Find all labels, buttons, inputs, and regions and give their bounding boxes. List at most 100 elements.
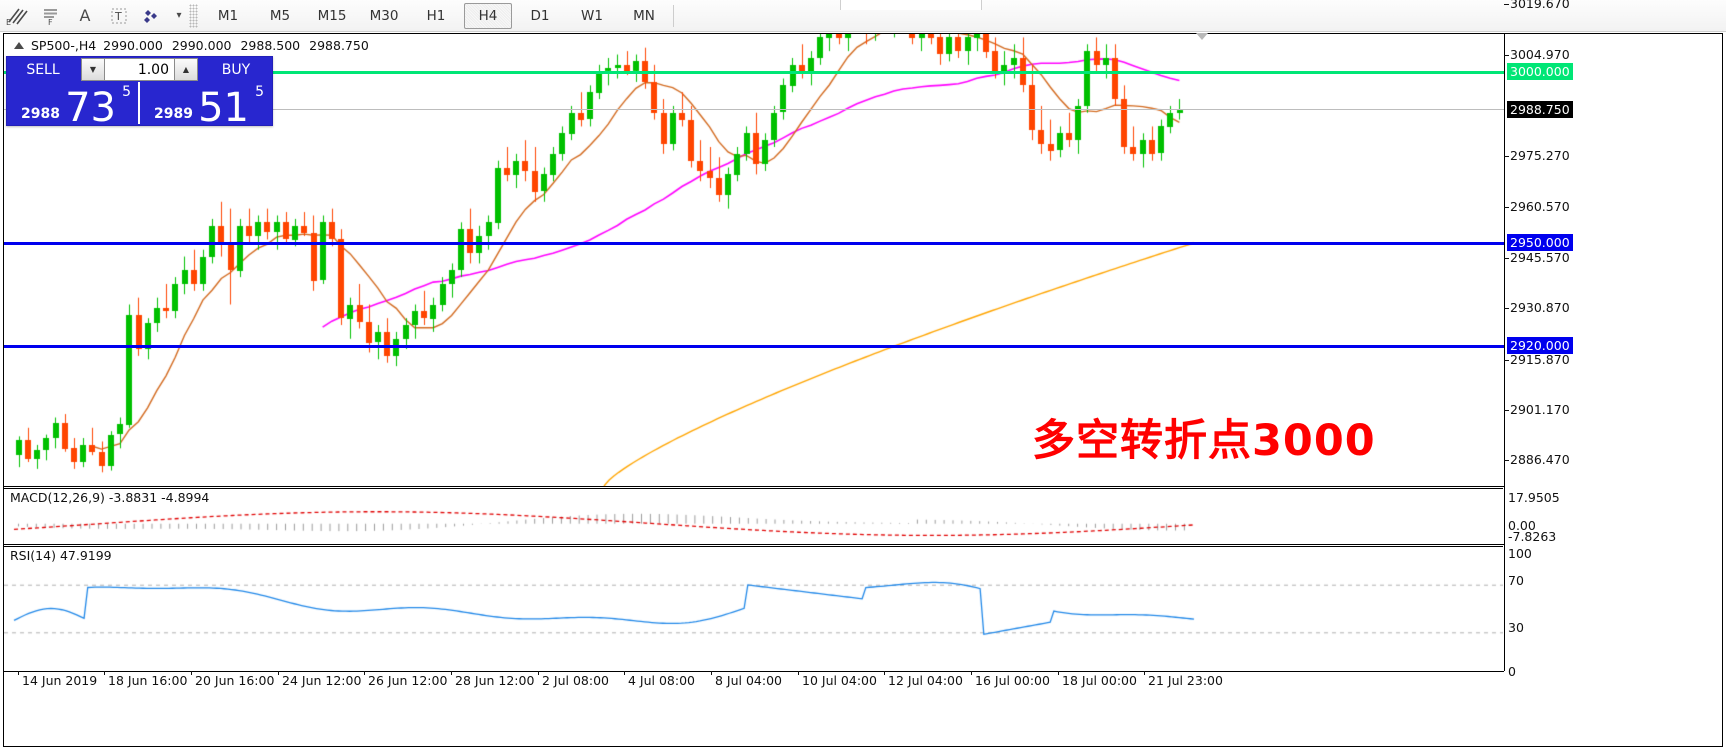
price-tick-label: 2945.570 xyxy=(1510,250,1570,266)
text-label-icon[interactable]: A xyxy=(79,6,91,25)
indicator-scale-label: 100 xyxy=(1508,546,1532,561)
price-axis-line xyxy=(1504,34,1505,671)
rsi-pane[interactable] xyxy=(4,546,1503,672)
sell-price-fraction: 5 xyxy=(122,84,131,100)
buy-button[interactable]: BUY xyxy=(221,61,251,78)
toolbar-divider xyxy=(673,4,674,27)
volume-input[interactable]: 1.00 xyxy=(105,58,174,81)
objects-icon[interactable] xyxy=(136,1,170,30)
one-click-trading-panel[interactable]: SELL ▼ 1.00 ▲ BUY 2988 73 5 2989 51 5 xyxy=(6,56,273,128)
time-tick xyxy=(451,671,452,675)
indicator-scale-label: 70 xyxy=(1508,573,1524,588)
level-line[interactable] xyxy=(4,344,1504,348)
svg-text:T: T xyxy=(114,10,122,23)
time-tick xyxy=(18,671,19,675)
timeframe-m1[interactable]: M1 xyxy=(217,7,239,24)
time-tick-label: 24 Jun 12:00 xyxy=(282,673,362,688)
price-tick-label: 2975.270 xyxy=(1510,148,1570,164)
time-tick xyxy=(711,671,712,675)
time-tick-label: 14 Jun 2019 xyxy=(22,673,98,688)
level-price-label[interactable]: 2920.000 xyxy=(1507,336,1573,354)
time-tick-label: 12 Jul 04:00 xyxy=(888,673,963,688)
price-tick xyxy=(1504,206,1509,208)
timeframe-m30[interactable]: M30 xyxy=(369,7,399,24)
price-tick-label: 2886.470 xyxy=(1510,452,1570,468)
price-tick xyxy=(1504,460,1509,462)
time-tick xyxy=(1144,671,1145,675)
sell-price-block[interactable]: 2988 73 5 xyxy=(7,82,138,128)
timeframe-w1[interactable]: W1 xyxy=(581,7,603,24)
oct-price-row: 2988 73 5 2989 51 5 xyxy=(7,82,272,128)
time-tick-label: 16 Jul 00:00 xyxy=(975,673,1050,688)
time-axis-line xyxy=(4,671,1504,672)
timeframe-m15[interactable]: M15 xyxy=(317,7,347,24)
text-box-icon[interactable]: T xyxy=(102,1,136,30)
price-tick xyxy=(1504,258,1509,260)
macd-label: MACD(12,26,9) -3.8831 -4.8994 xyxy=(10,490,210,505)
price-tick-label: 3004.970 xyxy=(1510,46,1570,62)
price-tick-label: 2960.570 xyxy=(1510,198,1570,214)
rsi-label: RSI(14) 47.9199 xyxy=(10,548,112,563)
level-line[interactable] xyxy=(4,109,1504,111)
time-tick xyxy=(884,671,885,675)
timeframe-h4[interactable]: H4 xyxy=(464,2,512,29)
timeframe-h1[interactable]: H1 xyxy=(426,7,446,24)
indicator-scale-label: -7.8263 xyxy=(1508,529,1557,544)
time-tick-label: 26 Jun 12:00 xyxy=(368,673,448,688)
level-line[interactable] xyxy=(4,70,1504,74)
price-tick xyxy=(1504,359,1509,361)
sell-button[interactable]: SELL xyxy=(26,61,60,78)
window-tab-strip xyxy=(840,0,982,10)
svg-text:E: E xyxy=(6,18,11,26)
candles-expert-icon[interactable]: E xyxy=(0,1,34,30)
time-tick-label: 20 Jun 16:00 xyxy=(195,673,275,688)
time-tick-label: 2 Jul 08:00 xyxy=(542,673,610,688)
level-price-label[interactable]: 2988.750 xyxy=(1507,101,1573,119)
price-tick xyxy=(1504,410,1509,412)
pane-divider-macd xyxy=(4,486,1504,487)
macd-canvas xyxy=(4,489,1503,545)
pane-divider-rsi xyxy=(4,544,1504,545)
price-tick-label: 2915.870 xyxy=(1510,351,1570,367)
timeframe-d1[interactable]: D1 xyxy=(530,7,550,24)
time-tick-label: 18 Jul 00:00 xyxy=(1062,673,1137,688)
buy-price-fraction: 5 xyxy=(255,84,264,100)
price-tick xyxy=(1504,4,1509,6)
toolbar-grip[interactable] xyxy=(189,3,198,28)
timeframe-mn[interactable]: MN xyxy=(633,7,655,24)
oct-top-row: SELL ▼ 1.00 ▲ BUY xyxy=(7,57,272,82)
time-tick xyxy=(104,671,105,675)
indicator-scale-label: 17.9505 xyxy=(1508,490,1560,505)
volume-increase-button[interactable]: ▲ xyxy=(174,58,198,81)
indicator-scale-label: 0 xyxy=(1508,664,1516,679)
time-tick-label: 4 Jul 08:00 xyxy=(628,673,696,688)
sell-price-prefix: 2988 xyxy=(21,106,60,122)
buy-price-big: 51 xyxy=(198,85,249,131)
indicator-scale-label: 30 xyxy=(1508,620,1524,635)
time-tick-label: 28 Jun 12:00 xyxy=(455,673,535,688)
price-tick-label: 2930.870 xyxy=(1510,300,1570,316)
volume-decrease-button[interactable]: ▼ xyxy=(81,58,105,81)
time-tick xyxy=(191,671,192,675)
level-price-label[interactable]: 2950.000 xyxy=(1507,233,1573,251)
indicator-scale-label: 0.00 xyxy=(1508,518,1536,533)
level-price-label[interactable]: 3000.000 xyxy=(1507,62,1573,80)
time-tick xyxy=(1058,671,1059,675)
time-tick-label: 18 Jun 16:00 xyxy=(108,673,188,688)
objects-dropdown-caret-icon[interactable]: ▾ xyxy=(176,10,182,21)
time-tick xyxy=(538,671,539,675)
buy-price-block[interactable]: 2989 51 5 xyxy=(138,82,271,128)
timeframe-m5[interactable]: M5 xyxy=(269,7,291,24)
chevron-down-icon: ▼ xyxy=(89,64,97,74)
svg-text:F: F xyxy=(48,18,53,26)
price-tick xyxy=(1504,308,1509,310)
level-line[interactable] xyxy=(4,241,1504,245)
chart-frame xyxy=(3,33,1723,747)
chevron-up-icon: ▲ xyxy=(182,64,190,74)
time-tick-label: 8 Jul 04:00 xyxy=(715,673,783,688)
volume-stepper[interactable]: ▼ 1.00 ▲ xyxy=(81,58,198,81)
indicator-list-icon[interactable]: F xyxy=(34,1,68,30)
macd-pane[interactable] xyxy=(4,488,1503,545)
time-tick xyxy=(364,671,365,675)
